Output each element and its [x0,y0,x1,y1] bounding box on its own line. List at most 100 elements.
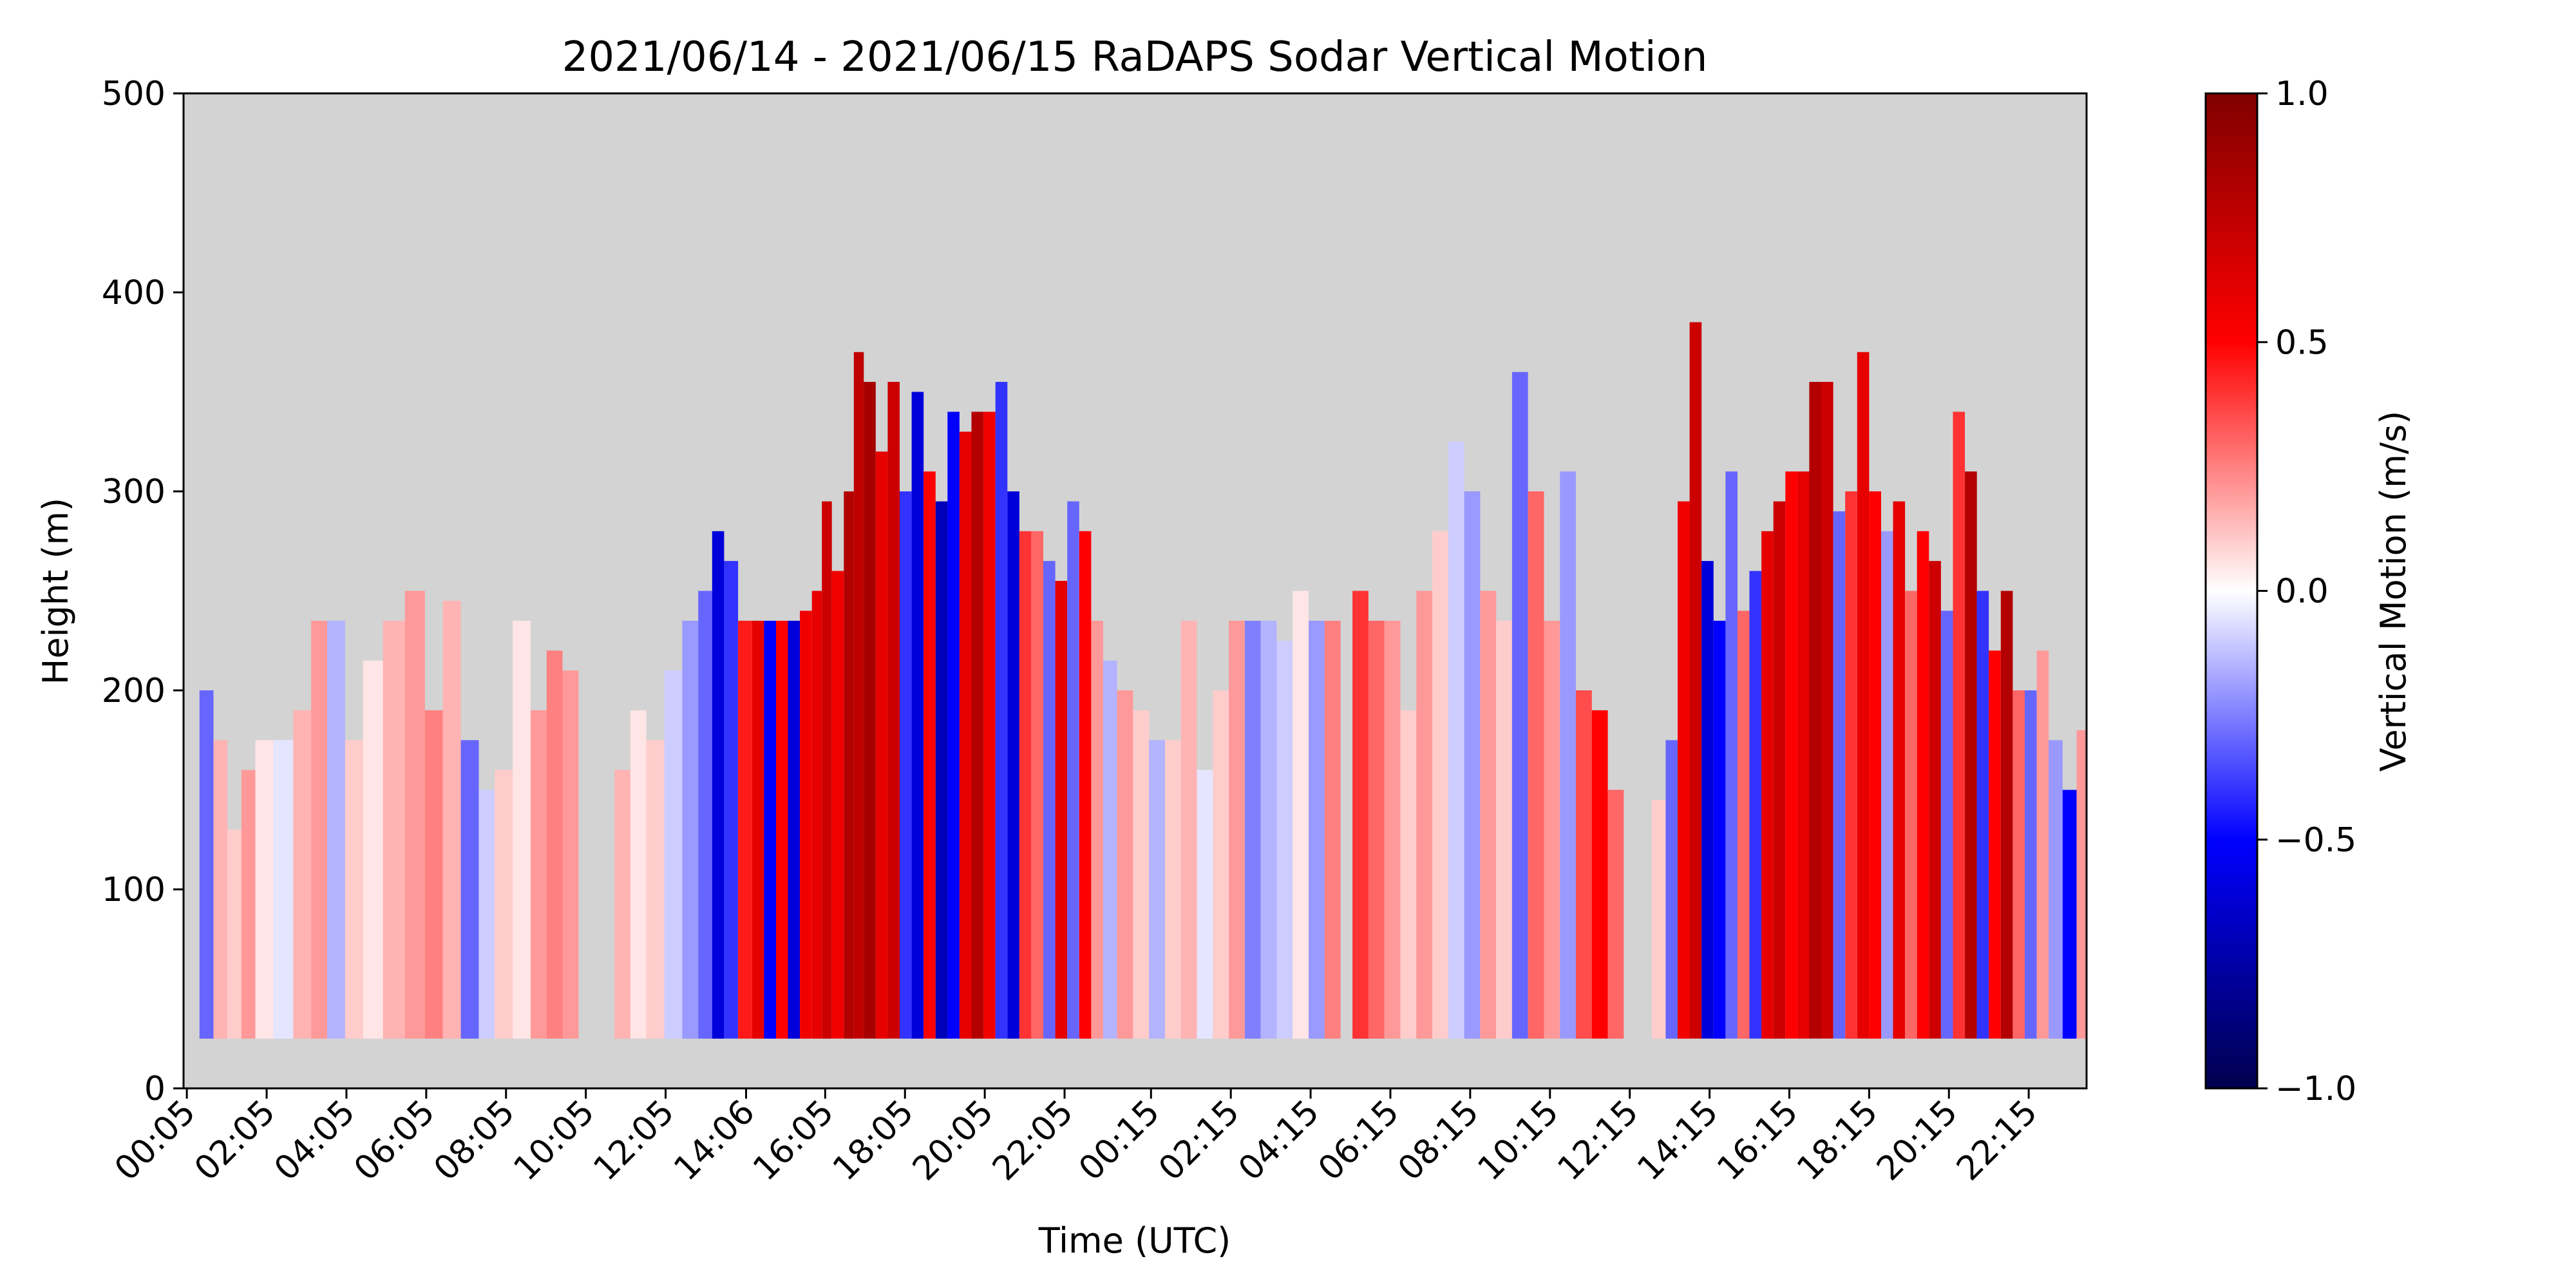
y-tick-label: 200 [102,672,166,710]
heatmap-column [822,501,832,1039]
heatmap-column [1149,740,1165,1039]
heatmap-column [2025,690,2037,1039]
heatmap-column [664,670,683,1039]
heatmap-column [614,770,630,1039]
heatmap-column [698,591,712,1039]
heatmap-column [562,670,579,1039]
heatmap-column [1905,591,1917,1039]
heatmap-column [1368,620,1385,1039]
x-tick-label: 00:15 [1072,1093,1167,1188]
x-tick-label: 14:06 [667,1093,762,1188]
x-tick-label: 20:15 [1870,1093,1965,1188]
heatmap-column [1352,591,1368,1039]
heatmap-column [1665,740,1678,1039]
heatmap-column [887,382,900,1039]
heatmap-column [531,710,547,1039]
heatmap-column [1324,620,1341,1039]
heatmap-column [875,451,888,1039]
x-tick-label: 10:15 [1471,1093,1566,1188]
y-tick-label: 0 [144,1070,166,1108]
heatmap-column [844,491,854,1039]
heatmap-column [1309,620,1325,1039]
heatmap-column [1737,611,1750,1039]
heatmap-column [752,620,764,1039]
heatmap-column [1576,690,1592,1039]
heatmap-column [1797,471,1810,1039]
x-tick-label: 20:05 [905,1093,1001,1188]
x-tick-label: 02:15 [1151,1093,1247,1188]
heatmap-column [1809,382,1821,1039]
colorbar: −1.0 −0.5 0.0 0.5 1.0 Vertical Motion (m/s) [2204,75,2414,1108]
x-tick-label: 14:15 [1630,1093,1725,1188]
heatmap-column [1701,561,1714,1039]
plot-frame [182,92,2088,1090]
chart-title: 2021/06/14 - 2021/06/15 RaDAPS Sodar Ver… [562,33,1708,81]
heatmap-column [764,620,776,1039]
colorbar-label: Vertical Motion (m/s) [2373,411,2414,772]
x-tick-label: 12:05 [586,1093,681,1188]
heatmap-column [1953,412,1965,1039]
heatmap-column [2062,790,2077,1039]
heatmap-column [1180,620,1197,1039]
heatmap-column [1591,710,1608,1039]
y-axis: 0 100 200 300 400 500 [102,75,184,1108]
heatmap-column [2036,650,2049,1039]
y-tick-label: 300 [102,473,166,511]
heatmap-column [983,412,996,1039]
heatmap-column [1213,690,1229,1039]
x-tick-label: 16:05 [746,1093,841,1188]
heatmap-column [776,620,788,1039]
x-axis: 00:0502:0504:0506:0508:0510:0512:0514:06… [108,1088,2045,1188]
heatmap-column [227,829,242,1039]
x-tick-label: 22:05 [985,1093,1081,1188]
heatmap-column [1400,710,1417,1039]
heatmap-column [1276,640,1293,1039]
heatmap-column [1989,650,2001,1039]
heatmap-column [682,620,699,1039]
heatmap-column [788,620,800,1039]
heatmap-column [1229,620,1245,1039]
heatmap-column [738,620,752,1039]
heatmap-column [1007,491,1019,1039]
heatmap-column [424,710,443,1039]
heatmap-column [1785,471,1797,1039]
heatmap-column [864,382,876,1039]
heatmap-column [442,601,461,1039]
heatmap-column [1197,770,1213,1039]
heatmap-columns [199,322,2087,1039]
heatmap-column [345,740,363,1039]
heatmap-column [853,352,864,1039]
x-axis-label: Time (UTC) [1038,1220,1231,1261]
heatmap-column [1103,660,1117,1039]
heatmap-column [1544,620,1560,1039]
heatmap-column [1881,531,1893,1039]
x-tick-label: 06:05 [347,1093,442,1188]
heatmap-column [1079,531,1092,1039]
x-tick-label: 04:05 [267,1093,363,1188]
y-axis-label: Height (m) [35,498,76,685]
heatmap-column [1019,531,1032,1039]
heatmap-column [811,591,822,1039]
heatmap-column [1893,501,1906,1039]
heatmap-column [911,392,924,1039]
heatmap-column [1857,352,1870,1039]
x-tick-label: 04:15 [1231,1093,1327,1188]
heatmap-column [1917,531,1929,1039]
heatmap-column [630,710,647,1039]
heatmap-column [1929,561,1941,1039]
heatmap-column [712,531,724,1039]
heatmap-column [213,740,228,1039]
heatmap-column [311,620,327,1039]
heatmap-column [2049,740,2063,1039]
y-tick-label: 400 [102,274,166,312]
heatmap-column [1833,511,1846,1039]
heatmap-column [1965,471,1977,1039]
y-tick-label: 500 [102,75,166,113]
heatmap-column [1244,620,1261,1039]
heatmap-column [1464,491,1481,1039]
heatmap-column [293,710,312,1039]
x-tick-label: 02:05 [187,1093,283,1188]
colorbar-tick-label: 0.5 [2275,323,2329,362]
heatmap-column [995,382,1008,1039]
